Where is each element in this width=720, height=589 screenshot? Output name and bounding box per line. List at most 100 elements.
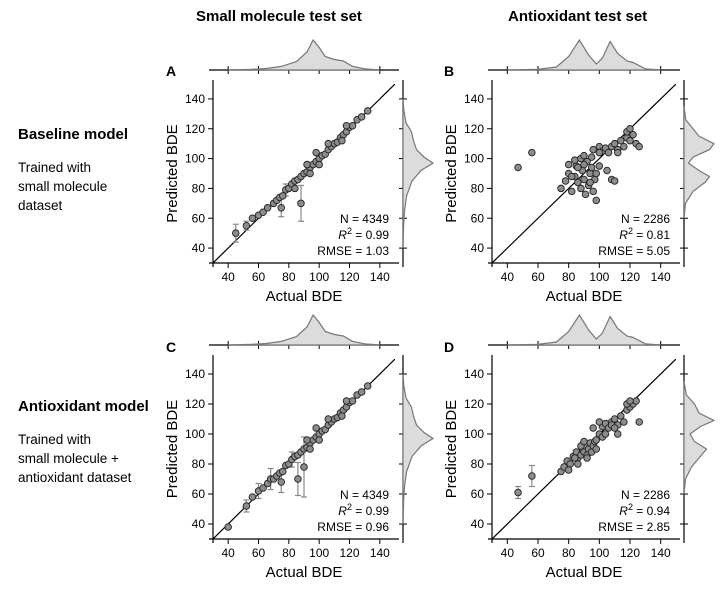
y-axis-label: Predicted BDE <box>164 124 181 222</box>
y-tick-label: 120 <box>464 122 484 136</box>
data-point <box>595 162 604 170</box>
top-density-curve <box>507 313 661 346</box>
x-tick-label: 60 <box>252 546 266 560</box>
data-point <box>277 204 286 212</box>
data-point <box>574 178 582 187</box>
y-tick-label: 80 <box>471 457 485 471</box>
data-point <box>620 142 628 151</box>
x-axis-label: Actual BDE <box>266 288 343 305</box>
data-point <box>315 436 323 444</box>
data-point <box>610 177 619 185</box>
x-tick-label: 60 <box>252 270 266 284</box>
y-tick-label: 100 <box>464 152 484 166</box>
x-tick-label: 80 <box>562 270 576 284</box>
panel-letter: C <box>166 339 176 355</box>
x-tick-label: 80 <box>282 546 296 560</box>
data-point <box>248 493 257 501</box>
data-point <box>363 107 372 115</box>
data-point <box>567 172 576 181</box>
data-point <box>580 175 588 184</box>
right-density-curve <box>683 106 715 219</box>
row-description-baseline: Trained with small molecule dataset <box>18 158 107 215</box>
x-tick-label: 80 <box>562 546 576 560</box>
data-point <box>363 382 372 390</box>
data-point <box>561 177 570 185</box>
stat-n: N = 2286 <box>621 488 670 502</box>
x-tick-label: 140 <box>651 270 671 284</box>
stat-rmse: RMSE = 5.05 <box>598 244 670 258</box>
stat-n: N = 2286 <box>621 212 670 226</box>
x-tick-label: 140 <box>370 270 390 284</box>
y-tick-label: 140 <box>464 367 484 381</box>
data-point <box>617 412 625 420</box>
x-tick-label: 40 <box>501 270 515 284</box>
data-point <box>291 184 299 193</box>
data-point <box>589 187 597 196</box>
data-point <box>580 437 588 446</box>
row-title-baseline-model: Baseline model <box>18 126 129 143</box>
data-point <box>259 208 267 217</box>
panel-letter: A <box>166 63 176 79</box>
x-tick-label: 140 <box>370 546 390 560</box>
stat-r2: R2 = 0.94 <box>619 502 670 518</box>
stat-r2: R2 = 0.99 <box>338 502 389 518</box>
data-point <box>592 436 601 444</box>
data-point <box>279 467 287 476</box>
data-point <box>587 163 596 172</box>
data-point <box>514 163 522 172</box>
data-point <box>603 166 611 175</box>
y-tick-label: 100 <box>464 427 484 441</box>
data-point <box>248 214 257 222</box>
top-density-curve <box>228 313 380 346</box>
panel-c: C 40 60 80 100 120 140 40 60 80 100 120 140 Actual BD… <box>164 313 435 581</box>
data-point <box>342 397 351 405</box>
data-point <box>586 178 594 187</box>
x-tick-label: 100 <box>309 270 329 284</box>
y-tick-label: 140 <box>464 92 484 106</box>
y-tick-label: 100 <box>185 152 205 166</box>
y-tick-label: 100 <box>185 427 205 441</box>
x-tick-label: 100 <box>589 546 609 560</box>
row-description-line: small molecule <box>18 179 108 194</box>
data-point <box>571 454 579 462</box>
data-point <box>564 466 573 474</box>
data-point <box>277 478 286 486</box>
y-tick-label: 120 <box>185 122 205 136</box>
data-point <box>306 169 314 178</box>
x-tick-label: 100 <box>589 270 609 284</box>
data-point <box>610 415 619 423</box>
y-tick-label: 80 <box>192 181 206 195</box>
data-point <box>610 424 619 432</box>
top-density-curve <box>228 38 380 71</box>
data-point <box>348 397 357 405</box>
data-point <box>601 430 610 438</box>
stat-rmse: RMSE = 0.96 <box>317 520 389 534</box>
x-tick-label: 40 <box>221 270 235 284</box>
data-point <box>592 196 601 205</box>
data-point <box>324 139 333 148</box>
data-point <box>297 199 305 208</box>
y-tick-label: 40 <box>471 517 485 531</box>
x-tick-label: 120 <box>620 270 640 284</box>
y-tick-label: 40 <box>471 241 485 255</box>
data-point <box>348 122 357 130</box>
x-axis-label: Actual BDE <box>546 288 623 305</box>
x-tick-label: 120 <box>339 546 359 560</box>
row-description-line: small molecule + <box>18 451 119 466</box>
top-density-curve <box>507 38 661 71</box>
row-description-line: dataset <box>18 198 63 213</box>
row-description-line: Trained with <box>18 432 92 447</box>
y-axis-label: Predicted BDE <box>443 124 460 222</box>
data-point <box>595 148 604 157</box>
x-axis-label: Actual BDE <box>546 564 623 581</box>
data-point <box>342 122 351 130</box>
y-tick-label: 60 <box>192 211 206 225</box>
data-point <box>635 142 643 151</box>
stat-r2: R2 = 0.99 <box>338 226 389 242</box>
x-tick-label: 140 <box>651 546 671 560</box>
data-point <box>583 454 591 462</box>
data-point <box>259 484 267 492</box>
y-axis-label: Predicted BDE <box>443 400 460 498</box>
y-tick-label: 60 <box>192 487 206 501</box>
data-point <box>580 151 588 160</box>
